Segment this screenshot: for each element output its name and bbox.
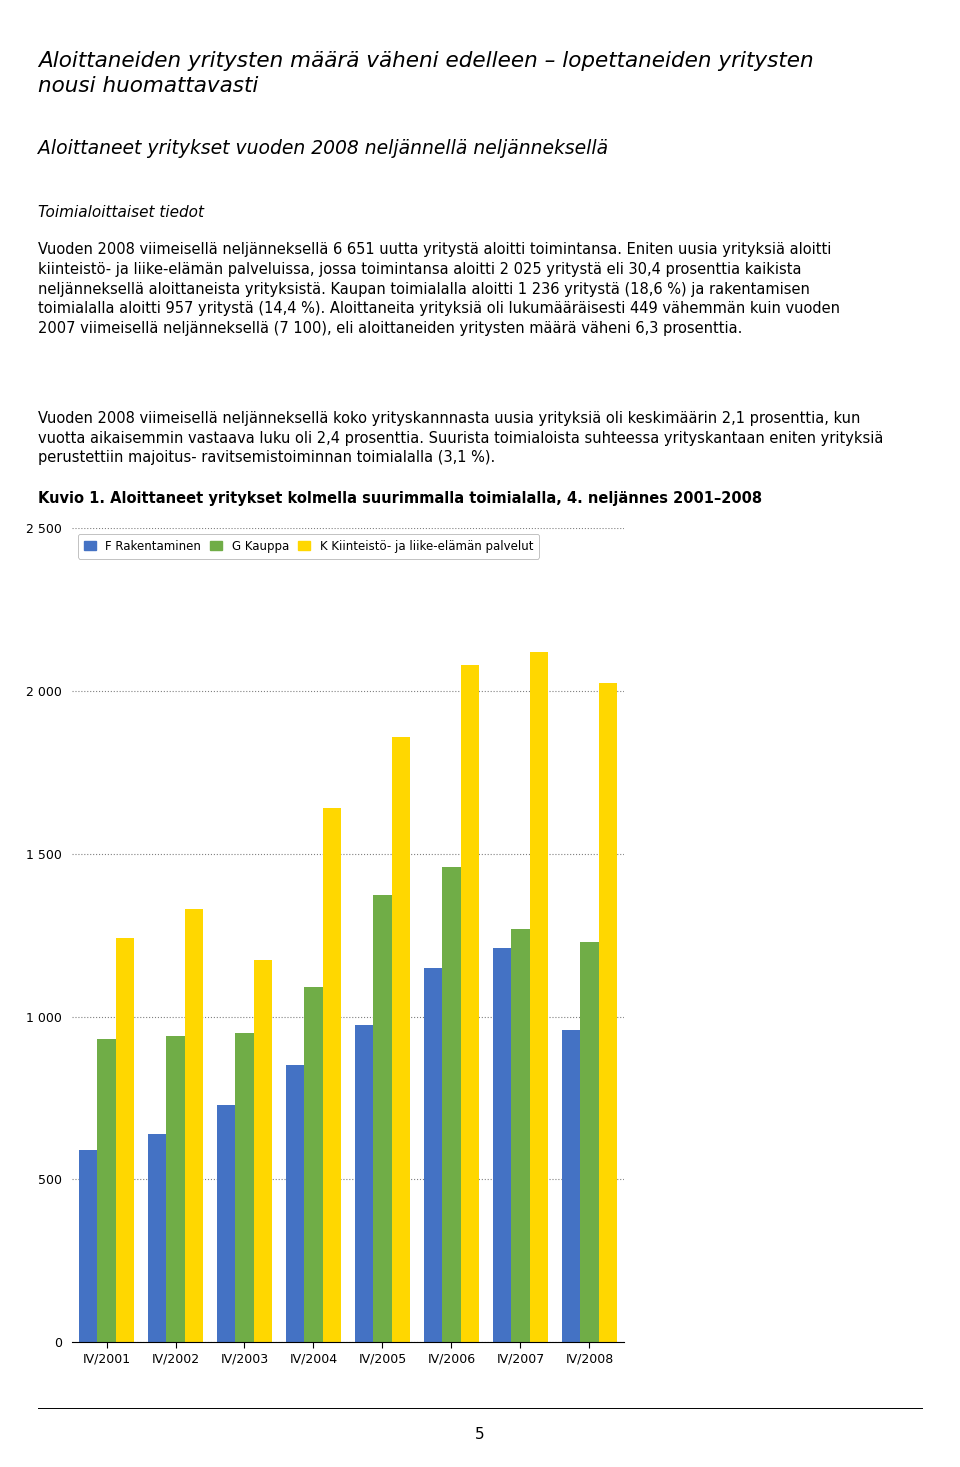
Bar <box>562 1030 580 1342</box>
Bar <box>373 895 392 1342</box>
Legend: F Rakentaminen, G Kauppa, K Kiinteistö- ja liike-elämän palvelut: F Rakentaminen, G Kauppa, K Kiinteistö- … <box>78 534 539 559</box>
Bar <box>392 736 411 1342</box>
Bar <box>79 1150 97 1342</box>
Bar <box>443 867 461 1342</box>
Bar <box>217 1105 235 1342</box>
Text: Aloittaneet yritykset vuoden 2008 neljännellä neljänneksellä: Aloittaneet yritykset vuoden 2008 neljän… <box>38 139 609 158</box>
Bar <box>580 942 599 1342</box>
Bar <box>285 1065 304 1342</box>
Text: Vuoden 2008 viimeisellä neljänneksellä 6 651 uutta yritystä aloitti toimintansa.: Vuoden 2008 viimeisellä neljänneksellä 6… <box>38 242 840 336</box>
Bar <box>116 939 134 1342</box>
Text: 5: 5 <box>475 1427 485 1442</box>
Bar <box>148 1134 166 1342</box>
Bar <box>492 948 511 1342</box>
Bar <box>323 808 342 1342</box>
Bar <box>97 1040 116 1342</box>
Bar <box>599 682 617 1342</box>
Bar <box>166 1036 185 1342</box>
Text: Aloittaneiden yritysten määrä väheni edelleen – lopettaneiden yritysten
nousi hu: Aloittaneiden yritysten määrä väheni ede… <box>38 51 814 97</box>
Bar <box>530 651 548 1342</box>
Bar <box>185 910 204 1342</box>
Bar <box>511 929 530 1342</box>
Text: Toimialoittaiset tiedot: Toimialoittaiset tiedot <box>38 205 204 220</box>
Bar <box>235 1033 253 1342</box>
Bar <box>304 987 323 1342</box>
Bar <box>354 1025 373 1342</box>
Text: Vuoden 2008 viimeisellä neljänneksellä koko yrityskannnasta uusia yrityksiä oli : Vuoden 2008 viimeisellä neljänneksellä k… <box>38 411 884 465</box>
Text: Kuvio 1. Aloittaneet yritykset kolmella suurimmalla toimialalla, 4. neljännes 20: Kuvio 1. Aloittaneet yritykset kolmella … <box>38 491 762 506</box>
Bar <box>253 959 273 1342</box>
Bar <box>423 968 443 1342</box>
Bar <box>461 665 479 1342</box>
